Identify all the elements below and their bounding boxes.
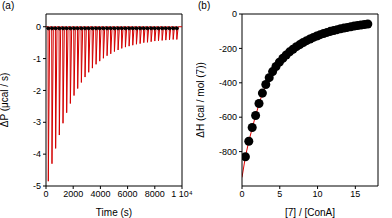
svg-text:-200: -200 xyxy=(219,44,237,54)
svg-text:-4: -4 xyxy=(33,149,41,159)
html-text:(a): (a) xyxy=(2,0,15,11)
svg-text:10: 10 xyxy=(313,189,323,199)
svg-text:8000: 8000 xyxy=(145,189,165,199)
svg-text:-5: -5 xyxy=(33,181,41,191)
svg-text:5: 5 xyxy=(277,189,282,199)
svg-text:-400: -400 xyxy=(219,78,237,88)
svg-text:4000: 4000 xyxy=(90,189,110,199)
svg-text:-800: -800 xyxy=(219,147,237,157)
svg-text:-1: -1 xyxy=(33,54,41,64)
svg-text:0: 0 xyxy=(239,189,244,199)
svg-text:15: 15 xyxy=(350,189,360,199)
svg-text:0: 0 xyxy=(36,22,41,32)
svg-text:1 10⁴: 1 10⁴ xyxy=(171,189,193,199)
svg-text:[7] / [ConA]: [7] / [ConA] xyxy=(285,207,335,218)
svg-text:-600: -600 xyxy=(219,112,237,122)
svg-text:-2: -2 xyxy=(33,86,41,96)
svg-text:0: 0 xyxy=(232,9,237,19)
svg-text:ΔH (cal / mol (7)): ΔH (cal / mol (7)) xyxy=(196,62,206,138)
svg-text:2000: 2000 xyxy=(63,189,83,199)
svg-text:6000: 6000 xyxy=(118,189,138,199)
svg-text:0: 0 xyxy=(43,189,48,199)
html-text:(b): (b) xyxy=(198,0,211,11)
svg-text:-3: -3 xyxy=(33,117,41,127)
svg-text:ΔP (μcal / s): ΔP (μcal / s) xyxy=(8,73,10,128)
svg-text:Time (s): Time (s) xyxy=(96,207,132,218)
